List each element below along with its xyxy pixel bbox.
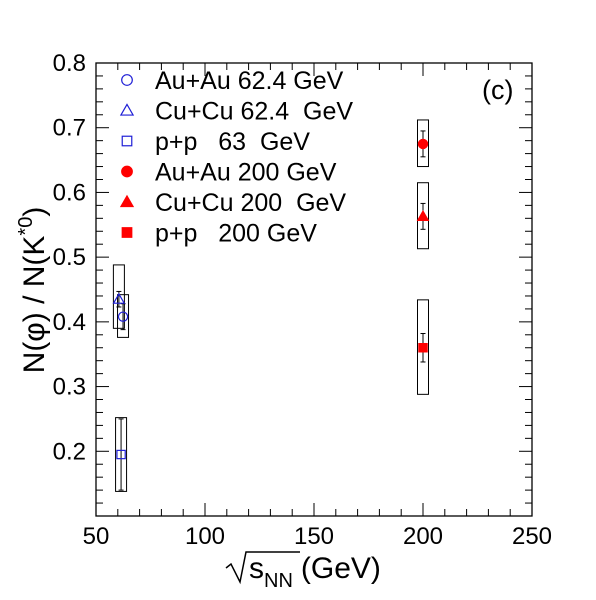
- sys-error-box: [115, 417, 128, 492]
- data-point: [418, 343, 428, 353]
- data-point: [117, 311, 129, 322]
- sys-error-box: [117, 294, 130, 338]
- data-point: [417, 138, 429, 150]
- legend-label: Cu+Cu 62.4 GeV: [155, 98, 353, 126]
- y-tick-label: 0.6: [53, 179, 86, 206]
- y-tick-labels: 0.2 0.3 0.4 0.5 0.6 0.7 0.8: [53, 50, 86, 465]
- legend-marker-icon: [121, 135, 133, 147]
- y-tick-label: 0.4: [53, 309, 86, 336]
- y-axis-label-close: ): [18, 207, 51, 217]
- legend-label: p+p 200 GeV: [155, 220, 317, 248]
- y-tick-label: 0.8: [53, 50, 86, 77]
- x-axis-label-subscript: NN: [264, 570, 293, 592]
- legend-entry: Au+Au 200 GeV: [121, 159, 337, 187]
- y-tick-label: 0.7: [53, 115, 86, 142]
- x-tick-label: 200: [403, 523, 443, 550]
- legend-entry: p+p 200 GeV: [121, 220, 317, 248]
- x-axis-title: sNN (GeV): [225, 551, 381, 592]
- x-tick-labels: 50 100 150 200 250: [83, 523, 552, 550]
- y-axis-label-main: N(φ) / N(K: [18, 236, 51, 374]
- svg-text:N(φ) / N(K*0): N(φ) / N(K*0): [15, 207, 51, 374]
- sys-error-box: [417, 299, 429, 395]
- legend-entry: p+p 63 GeV: [121, 128, 310, 156]
- y-tick-label: 0.2: [53, 438, 86, 465]
- x-tick-label: 250: [512, 523, 552, 550]
- sys-error-box: [417, 182, 429, 250]
- systematic-error-boxes: [112, 119, 429, 492]
- sqrt-symbol-icon: [225, 551, 300, 585]
- legend-marker-icon: [119, 194, 135, 208]
- x-tick-label: 150: [294, 523, 334, 550]
- y-tick-label: 0.5: [53, 244, 86, 271]
- x-axis-label-unit: (GeV): [301, 552, 381, 585]
- sys-error-box: [417, 119, 429, 168]
- legend-marker-icon: [119, 103, 135, 116]
- sys-error-box: [112, 264, 125, 329]
- x-axis-label-variable: s: [249, 552, 264, 585]
- data-point: [112, 292, 126, 304]
- panel-label: (c): [482, 75, 513, 105]
- legend-marker-icon: [121, 74, 133, 86]
- data-point: [116, 449, 126, 460]
- legend-marker-icon: [121, 165, 133, 178]
- y-tick-label: 0.3: [53, 374, 86, 401]
- legend-label: Cu+Cu 200 GeV: [155, 189, 346, 217]
- legend-entry: Cu+Cu 200 GeV: [119, 189, 346, 217]
- data-markers: [112, 138, 430, 460]
- y-axis-title: N(φ) / N(K*0): [15, 207, 51, 374]
- legend-entry: Cu+Cu 62.4 GeV: [119, 98, 353, 126]
- axis-ticks: [95, 62, 533, 517]
- y-axis-label-superscript: *0: [15, 217, 37, 236]
- legend-marker-icon: [121, 227, 133, 238]
- legend-label: Au+Au 200 GeV: [155, 159, 337, 187]
- legend-entry: Au+Au 62.4 GeV: [121, 67, 344, 95]
- x-tick-label: 100: [185, 523, 225, 550]
- legend-label: p+p 63 GeV: [155, 128, 310, 156]
- legend-label: Au+Au 62.4 GeV: [155, 67, 344, 95]
- x-tick-label: 50: [83, 523, 110, 550]
- data-point: [416, 209, 430, 221]
- svg-text:sNN(GeV): sNN (GeV): [249, 552, 381, 592]
